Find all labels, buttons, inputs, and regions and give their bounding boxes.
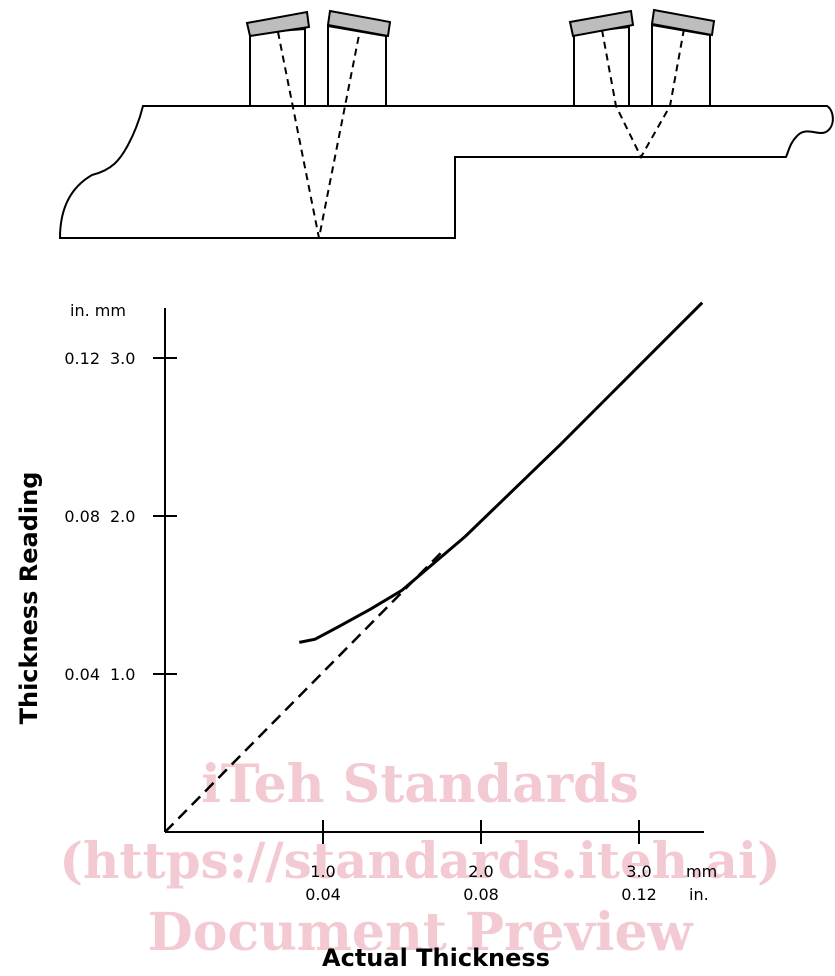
y-tick-label-mm: 3.0 [110,349,135,368]
x-unit-secondary: in. [689,885,709,904]
series-solid-line [299,301,704,644]
transducer-left-a-cap [245,10,311,38]
watermark-line-3: Document Preview [148,902,694,963]
x-tick-label-mm: 1.0 [310,862,335,881]
transducer-right-b-cap [650,8,716,37]
y-unit-label: in. mm [70,301,126,320]
x-tick-label-in: 0.04 [305,885,341,904]
watermark: iTeh Standards (https://standards.iteh.a… [59,754,780,963]
series-dashed-line [164,551,443,833]
beam-path-right [601,28,685,160]
x-tick-label-in: 0.12 [621,885,657,904]
y-tick-label-in: 0.08 [64,507,100,526]
transducer-left-b [327,24,387,106]
x-tick-label-in: 0.08 [463,885,499,904]
x-axis-title: Actual Thickness [322,944,550,972]
transducer-right-a [573,25,630,106]
y-tick-label-in: 0.12 [64,349,100,368]
watermark-line-2: (https://standards.iteh.ai) [59,831,780,890]
test-block-diagram [58,8,834,239]
x-unit-primary: mm [686,862,717,881]
y-tick-label-in: 0.04 [64,665,100,684]
transducer-pair-left [245,9,392,239]
x-tick-label-mm: 3.0 [626,862,651,881]
x-tick-label-mm: 2.0 [468,862,493,881]
transducer-left-a [249,27,306,106]
beam-path-left [277,29,361,239]
thickness-chart: 1.0 0.04 2.0 0.08 3.0 0.12 0.04 1.0 0.08 2.0 0.12 3… [15,301,717,972]
transducer-left-b-cap [326,9,392,38]
y-axis-title: Thickness Reading [15,472,43,725]
watermark-line-1: iTeh Standards [201,754,639,815]
y-tick-label-mm: 2.0 [110,507,135,526]
y-tick-label-mm: 1.0 [110,665,135,684]
axis-ticks: 1.0 0.04 2.0 0.08 3.0 0.12 0.04 1.0 0.08 2.0 0.12 3… [64,349,656,904]
transducer-right-b [651,23,711,106]
test-block-outline [58,105,834,239]
transducer-right-a-cap [568,9,635,38]
transducer-pair-right [568,8,716,160]
